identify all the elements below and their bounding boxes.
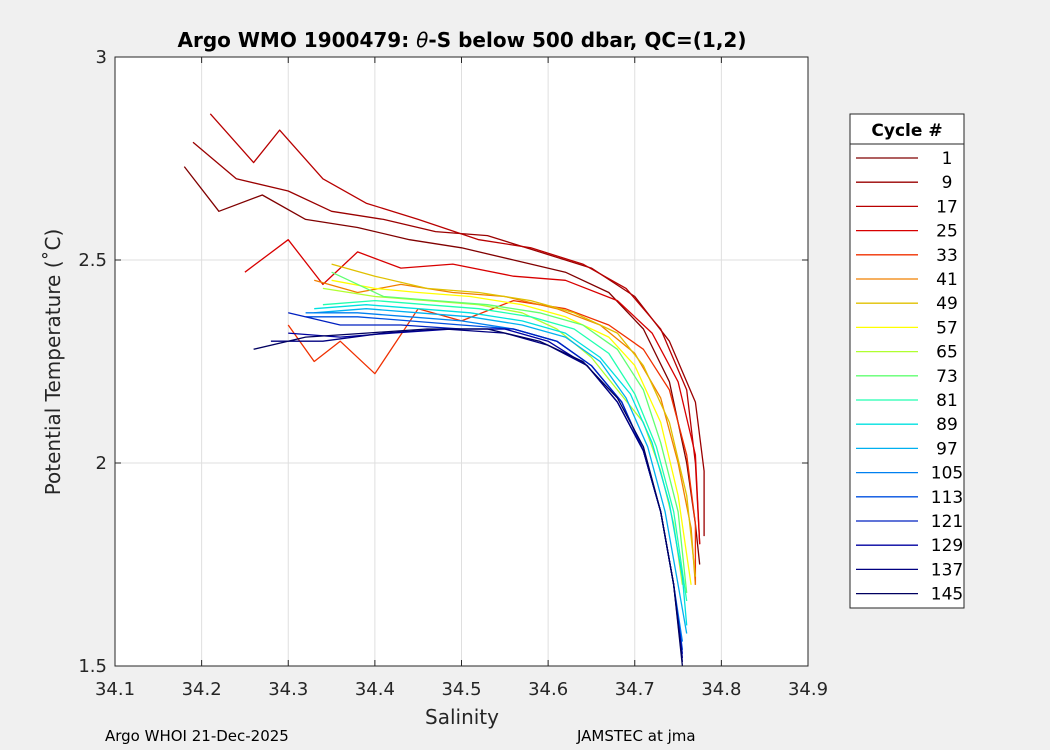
legend-entry-label: 129 (931, 536, 963, 556)
series-line-cycle-25 (244, 239, 701, 545)
legend-title: Cycle # (871, 121, 942, 141)
x-tick-label: 34.2 (182, 679, 222, 700)
x-axis-label: Salinity (425, 705, 499, 729)
legend-entry-label: 105 (931, 464, 963, 484)
legend-entry-label: 89 (936, 415, 958, 435)
series-line-cycle-57 (331, 279, 692, 585)
legend-entry-label: 33 (936, 246, 958, 266)
legend-entry-label: 9 (942, 173, 953, 193)
footer-right: JAMSTEC at jma (576, 727, 696, 745)
x-tick-label: 34.6 (528, 679, 568, 700)
legend-entry-label: 121 (931, 512, 963, 532)
legend-entry-label: 25 (936, 222, 958, 242)
series-layer (183, 113, 705, 667)
footer-left: Argo WHOI 21-Dec-2025 (105, 727, 289, 745)
legend-entry-label: 49 (936, 294, 958, 314)
x-tick-label: 34.5 (441, 679, 481, 700)
legend-entry-label: 81 (936, 391, 958, 411)
x-tick-label: 34.9 (788, 679, 828, 700)
legend-entry-label: 145 (931, 585, 963, 605)
legend-entry-label: 73 (936, 367, 958, 387)
legend-entry-label: 65 (936, 343, 958, 363)
legend-entry-label: 113 (931, 488, 963, 508)
y-tick-label: 1.5 (78, 656, 107, 677)
series-line-cycle-145 (253, 328, 684, 667)
x-tick-label: 34.7 (615, 679, 655, 700)
x-tick-label: 34.8 (701, 679, 741, 700)
plot-axes: 34.1 34.2 34.3 34.4 34.5 34.6 34.7 34.8 34.9 1.5 2… (78, 47, 828, 700)
x-tick-label: 34.4 (355, 679, 395, 700)
y-tick-label: 2 (96, 453, 107, 474)
axis-ticks: 34.1 34.2 34.3 34.4 34.5 34.6 34.7 34.8 34.9 1.5 2… (78, 47, 828, 700)
legend-entry-label: 57 (936, 318, 958, 338)
y-axis-label: Potential Temperature (˚C) (41, 229, 65, 496)
y-tick-label: 2.5 (78, 250, 107, 271)
series-line-cycle-49 (331, 263, 697, 577)
series-line-cycle-89 (314, 304, 688, 626)
series-line-cycle-97 (314, 308, 688, 634)
legend-entry-label: 97 (936, 439, 958, 459)
x-tick-label: 34.1 (95, 679, 135, 700)
series-line-cycle-41 (314, 279, 697, 585)
legend-entries: 1 9 17 25 33 41 49 57 65 73 81 89 97 105 113 121 129 137 1… (856, 149, 963, 605)
series-line-cycle-1 (183, 166, 701, 565)
series-line-cycle-17 (209, 113, 701, 545)
legend-entry-label: 41 (936, 270, 958, 290)
legend: Cycle # 1 9 17 25 33 41 49 57 65 73 81 89 97 105 113 12… (849, 113, 965, 609)
legend-entry-label: 1 (942, 149, 953, 169)
series-line-cycle-81 (322, 299, 688, 602)
x-tick-label: 34.3 (268, 679, 308, 700)
chart-title: Argo WMO 1900479: θ-S below 500 dbar, QC… (178, 28, 747, 52)
legend-entry-label: 137 (931, 560, 963, 580)
y-tick-label: 3 (96, 47, 107, 68)
legend-box (849, 113, 965, 609)
series-line-cycle-9 (192, 141, 705, 537)
legend-entry-label: 17 (936, 197, 958, 217)
series-line-cycle-73 (331, 271, 688, 593)
